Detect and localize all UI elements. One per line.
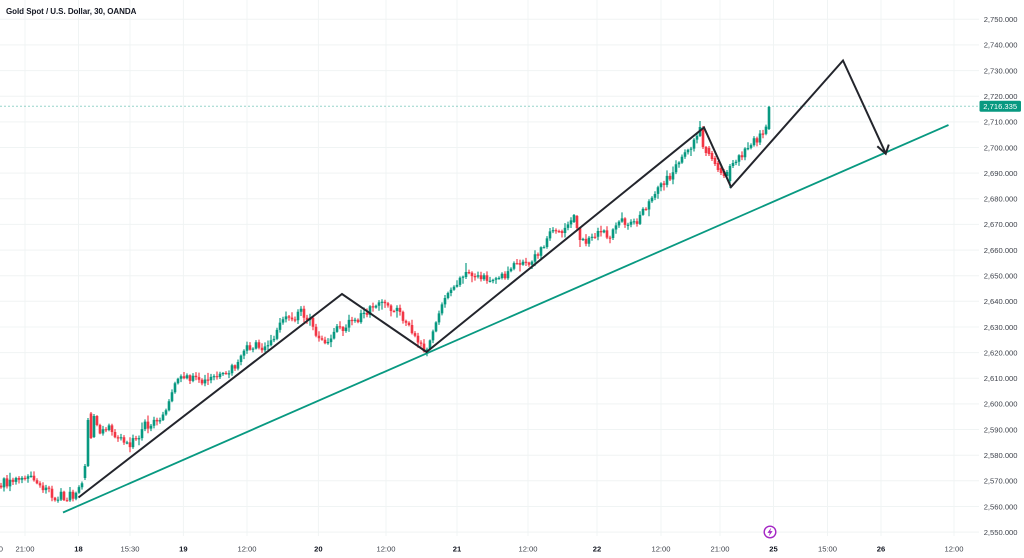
svg-text:15:30: 15:30	[120, 545, 139, 554]
svg-text:12:00: 12:00	[237, 545, 256, 554]
svg-text:2,670.000: 2,670.000	[984, 220, 1018, 229]
svg-text:2,716.335: 2,716.335	[983, 102, 1017, 111]
svg-text:19: 19	[179, 545, 187, 554]
svg-text:2,710.000: 2,710.000	[984, 118, 1018, 127]
svg-text:2,640.000: 2,640.000	[984, 297, 1018, 306]
svg-text:26: 26	[877, 545, 885, 554]
svg-text:Gold Spot / U.S. Dollar, 30, O: Gold Spot / U.S. Dollar, 30, OANDA	[6, 7, 137, 16]
svg-text:21: 21	[453, 545, 462, 554]
svg-text:12:00: 12:00	[944, 545, 963, 554]
svg-text:2,720.000: 2,720.000	[984, 92, 1018, 101]
svg-text:22: 22	[593, 545, 601, 554]
svg-text:2,740.000: 2,740.000	[984, 41, 1018, 50]
svg-text:12:00: 12:00	[376, 545, 395, 554]
svg-text:2,690.000: 2,690.000	[984, 169, 1018, 178]
svg-text:25: 25	[769, 545, 778, 554]
svg-text:2,600.000: 2,600.000	[984, 400, 1018, 409]
svg-text:15:00: 15:00	[818, 545, 837, 554]
svg-text:2,750.000: 2,750.000	[984, 15, 1018, 24]
svg-text:2,550.000: 2,550.000	[984, 528, 1018, 537]
svg-text:20: 20	[314, 545, 322, 554]
svg-text:17:00: 17:00	[0, 545, 3, 554]
svg-text:2,630.000: 2,630.000	[984, 323, 1018, 332]
svg-text:2,610.000: 2,610.000	[984, 374, 1018, 383]
svg-text:2,560.000: 2,560.000	[984, 502, 1018, 511]
svg-text:2,650.000: 2,650.000	[984, 272, 1018, 281]
svg-text:2,730.000: 2,730.000	[984, 66, 1018, 75]
svg-text:2,570.000: 2,570.000	[984, 477, 1018, 486]
svg-text:2,680.000: 2,680.000	[984, 195, 1018, 204]
svg-text:18: 18	[74, 545, 82, 554]
svg-text:2,620.000: 2,620.000	[984, 348, 1018, 357]
svg-text:2,700.000: 2,700.000	[984, 143, 1018, 152]
svg-text:2,660.000: 2,660.000	[984, 246, 1018, 255]
svg-text:2,580.000: 2,580.000	[984, 451, 1018, 460]
svg-text:12:00: 12:00	[651, 545, 670, 554]
svg-text:2,590.000: 2,590.000	[984, 425, 1018, 434]
svg-text:12:00: 12:00	[518, 545, 537, 554]
svg-text:21:00: 21:00	[710, 545, 729, 554]
svg-text:21:00: 21:00	[15, 545, 34, 554]
